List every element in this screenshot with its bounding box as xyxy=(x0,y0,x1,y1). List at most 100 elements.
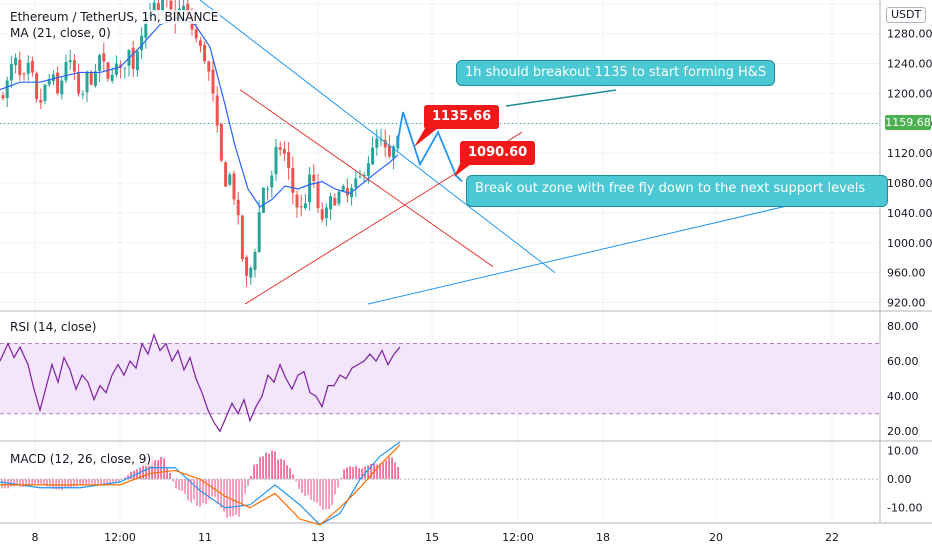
macd-histogram-bar xyxy=(190,479,192,503)
rsi-pane-label-text: RSI (14, close) xyxy=(8,320,99,334)
time-axis-label: 8 xyxy=(32,531,39,544)
macd-histogram-bar xyxy=(46,479,48,487)
candle-up xyxy=(337,191,341,204)
macd-histogram-bar xyxy=(268,453,270,480)
candle-up xyxy=(270,175,274,188)
macd-histogram-bar xyxy=(178,479,180,491)
macd-histogram-bar xyxy=(37,479,39,484)
macd-histogram-bar xyxy=(139,467,141,480)
candle-down xyxy=(215,95,219,126)
candle-down xyxy=(240,215,244,260)
macd-histogram-bar xyxy=(328,479,330,509)
macd-histogram-bar xyxy=(73,479,75,487)
macd-histogram-bar xyxy=(169,472,171,480)
macd-histogram-bar xyxy=(4,479,6,489)
macd-histogram-bar xyxy=(199,479,201,507)
macd-histogram-bar xyxy=(340,477,342,480)
candle-up xyxy=(329,196,333,210)
candle-up xyxy=(371,147,375,165)
note-breakout-zone[interactable]: Break out zone with free fly down to the… xyxy=(466,175,888,207)
macd-histogram-bar xyxy=(241,479,243,507)
price-callout-1135[interactable]: 1135.66 xyxy=(424,105,500,129)
price-axis-label: 1240.00 xyxy=(887,57,932,70)
ma-indicator-label-text: MA (21, close, 0) xyxy=(8,26,113,40)
candle-up xyxy=(324,207,328,219)
macd-axis-label: 0.00 xyxy=(887,473,912,486)
candle-down xyxy=(383,140,387,148)
macd-histogram-bar xyxy=(271,450,273,480)
candle-down xyxy=(186,3,190,15)
candle-up xyxy=(47,79,51,85)
candle-down xyxy=(299,206,303,208)
rsi-axis-label: 80.00 xyxy=(887,320,919,333)
macd-histogram-bar xyxy=(193,479,195,500)
macd-histogram-bar xyxy=(361,468,363,480)
macd-histogram-bar xyxy=(301,479,303,494)
macd-axis-label: -10.00 xyxy=(887,502,922,515)
macd-histogram-bar xyxy=(25,479,27,486)
macd-histogram-bar xyxy=(85,479,87,486)
candle-up xyxy=(140,35,144,51)
candle-up xyxy=(26,62,30,74)
macd-histogram-bar xyxy=(106,479,108,484)
macd-histogram-bar xyxy=(238,479,240,517)
macd-histogram-bar xyxy=(394,462,396,480)
rsi-pane-label[interactable]: RSI (14, close) xyxy=(8,320,99,334)
macd-histogram-bar xyxy=(175,479,177,489)
macd-histogram-bar xyxy=(376,464,378,480)
price-axis-label: 1120.00 xyxy=(887,147,932,160)
rsi-axis-label: 60.00 xyxy=(887,355,919,368)
macd-histogram-bar xyxy=(265,452,267,480)
macd-histogram-bar xyxy=(109,479,111,484)
macd-histogram-bar xyxy=(13,479,15,487)
macd-histogram-bar xyxy=(256,464,258,480)
candle-up xyxy=(266,188,270,190)
candle-down xyxy=(194,29,198,39)
macd-pane-label[interactable]: MACD (12, 26, close, 9) xyxy=(8,452,154,466)
macd-histogram-bar xyxy=(1,479,3,489)
macd-histogram-bar xyxy=(277,459,279,480)
macd-histogram-bar xyxy=(43,479,45,485)
note-connector-top xyxy=(505,89,617,107)
candle-up xyxy=(110,74,114,81)
candle-down xyxy=(77,72,81,94)
time-axis-label: 18 xyxy=(596,531,610,544)
macd-histogram-bar xyxy=(343,469,345,480)
price-axis-label: 1280.00 xyxy=(887,28,932,41)
candle-down xyxy=(203,44,207,62)
macd-histogram-bar xyxy=(382,463,384,480)
candle-up xyxy=(362,174,366,177)
macd-histogram-bar xyxy=(103,479,105,484)
macd-histogram-bar xyxy=(70,479,72,489)
macd-histogram-bar xyxy=(76,479,78,487)
candle-up xyxy=(9,63,13,81)
macd-histogram-bar xyxy=(274,451,276,480)
macd-histogram-bar xyxy=(325,479,327,509)
note-breakout-hs[interactable]: 1h should breakout 1135 to start forming… xyxy=(456,60,776,86)
candle-down xyxy=(131,47,135,69)
ma-indicator-label[interactable]: MA (21, close, 0) xyxy=(8,26,113,40)
candle-down xyxy=(211,69,215,94)
macd-histogram-bar xyxy=(334,479,336,495)
price-axis-label: 1040.00 xyxy=(887,207,932,220)
macd-histogram-bar xyxy=(331,479,333,505)
currency-badge[interactable]: USDT xyxy=(886,7,927,23)
candle-down xyxy=(387,145,391,157)
candle-down xyxy=(22,73,26,75)
macd-histogram-bar xyxy=(208,479,210,500)
price-axis-label: 1200.00 xyxy=(887,87,932,100)
macd-histogram-bar xyxy=(88,479,90,484)
macd-histogram-bar xyxy=(304,479,306,496)
macd-histogram-bar xyxy=(235,479,237,515)
macd-histogram-bar xyxy=(187,479,189,501)
candle-down xyxy=(56,72,60,94)
candle-up xyxy=(93,71,97,86)
macd-histogram-bar xyxy=(352,467,354,480)
macd-histogram-bar xyxy=(280,458,282,480)
time-axis-label: 11 xyxy=(198,531,212,544)
macd-histogram-bar xyxy=(247,479,249,486)
macd-histogram-bar xyxy=(310,479,312,500)
macd-histogram-bar xyxy=(379,463,381,480)
price-callout-1090[interactable]: 1090.60 xyxy=(460,141,536,165)
